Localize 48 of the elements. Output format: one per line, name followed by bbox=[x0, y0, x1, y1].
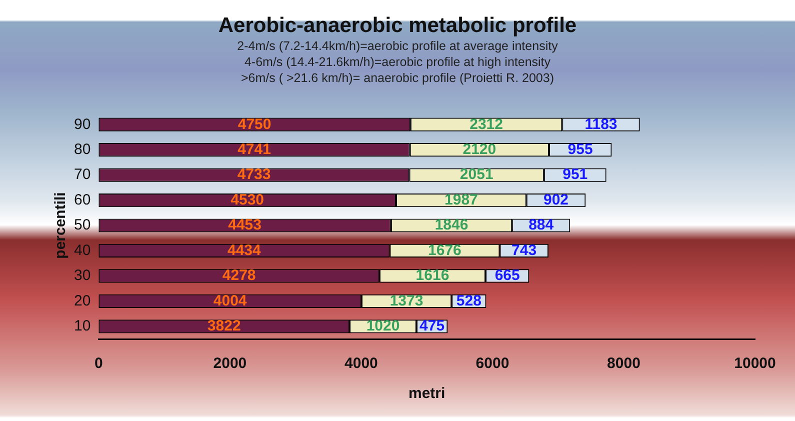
data-label: 4530 bbox=[230, 191, 264, 208]
y-tick-label: 10 bbox=[74, 318, 91, 335]
data-label: 475 bbox=[420, 318, 445, 335]
data-label: 2120 bbox=[462, 140, 496, 158]
data-label: 1676 bbox=[428, 242, 462, 259]
data-label: 2312 bbox=[470, 116, 503, 133]
data-label: 3822 bbox=[207, 318, 241, 335]
y-tick-label: 90 bbox=[74, 116, 91, 133]
data-label: 951 bbox=[562, 166, 588, 184]
y-tick-label: 60 bbox=[74, 191, 91, 208]
data-label: 743 bbox=[512, 242, 537, 259]
data-label: 665 bbox=[494, 267, 520, 284]
data-label: 1020 bbox=[366, 318, 400, 335]
text: 2-4m/s (7.2-14.4km/h)=aerobic profile at average intensity bbox=[236, 38, 559, 54]
data-label: 4278 bbox=[222, 267, 256, 284]
text: 4-6m/s (14.4-21.6km/h)=aerobic profile at high intensity bbox=[243, 54, 552, 70]
data-label: 1846 bbox=[434, 216, 468, 234]
data-label: 528 bbox=[456, 292, 482, 310]
chart-title: Aerobic-anaerobic metabolic profile bbox=[217, 14, 578, 38]
y-tick-label: 80 bbox=[74, 140, 91, 158]
y-tick-label: 20 bbox=[74, 292, 91, 310]
x-axis-title: metri bbox=[408, 385, 446, 402]
data-label: 1616 bbox=[416, 267, 450, 284]
data-label: 4434 bbox=[228, 242, 262, 259]
data-label: 1373 bbox=[390, 292, 424, 310]
data-label: 4004 bbox=[213, 292, 248, 310]
data-label: 955 bbox=[568, 140, 593, 158]
x-tick-label: 6000 bbox=[476, 355, 510, 372]
y-tick-label: 30 bbox=[74, 267, 91, 284]
data-label: 4733 bbox=[237, 166, 271, 184]
text: >6m/s ( >21.6 km/h)= anaerobic profile (Proietti R. 2003) bbox=[240, 70, 555, 86]
data-label: 1987 bbox=[444, 191, 478, 208]
data-label: 4741 bbox=[238, 140, 271, 158]
x-tick-label: 2000 bbox=[213, 355, 247, 372]
x-tick-label: 4000 bbox=[344, 355, 378, 372]
y-axis-title: percentili bbox=[52, 192, 70, 259]
x-tick-label: 8000 bbox=[607, 355, 640, 372]
y-tick-label: 70 bbox=[74, 166, 91, 184]
x-tick-label: 10000 bbox=[734, 355, 776, 372]
y-tick-label: 40 bbox=[74, 242, 91, 259]
x-tick-label: 0 bbox=[94, 355, 103, 372]
data-label: 1183 bbox=[584, 116, 618, 133]
data-label: 884 bbox=[528, 216, 554, 234]
data-label: 4453 bbox=[228, 216, 262, 234]
data-label: 2051 bbox=[460, 166, 494, 184]
data-label: 902 bbox=[543, 191, 569, 208]
y-tick-label: 50 bbox=[74, 216, 91, 234]
data-label: 4750 bbox=[238, 116, 272, 133]
